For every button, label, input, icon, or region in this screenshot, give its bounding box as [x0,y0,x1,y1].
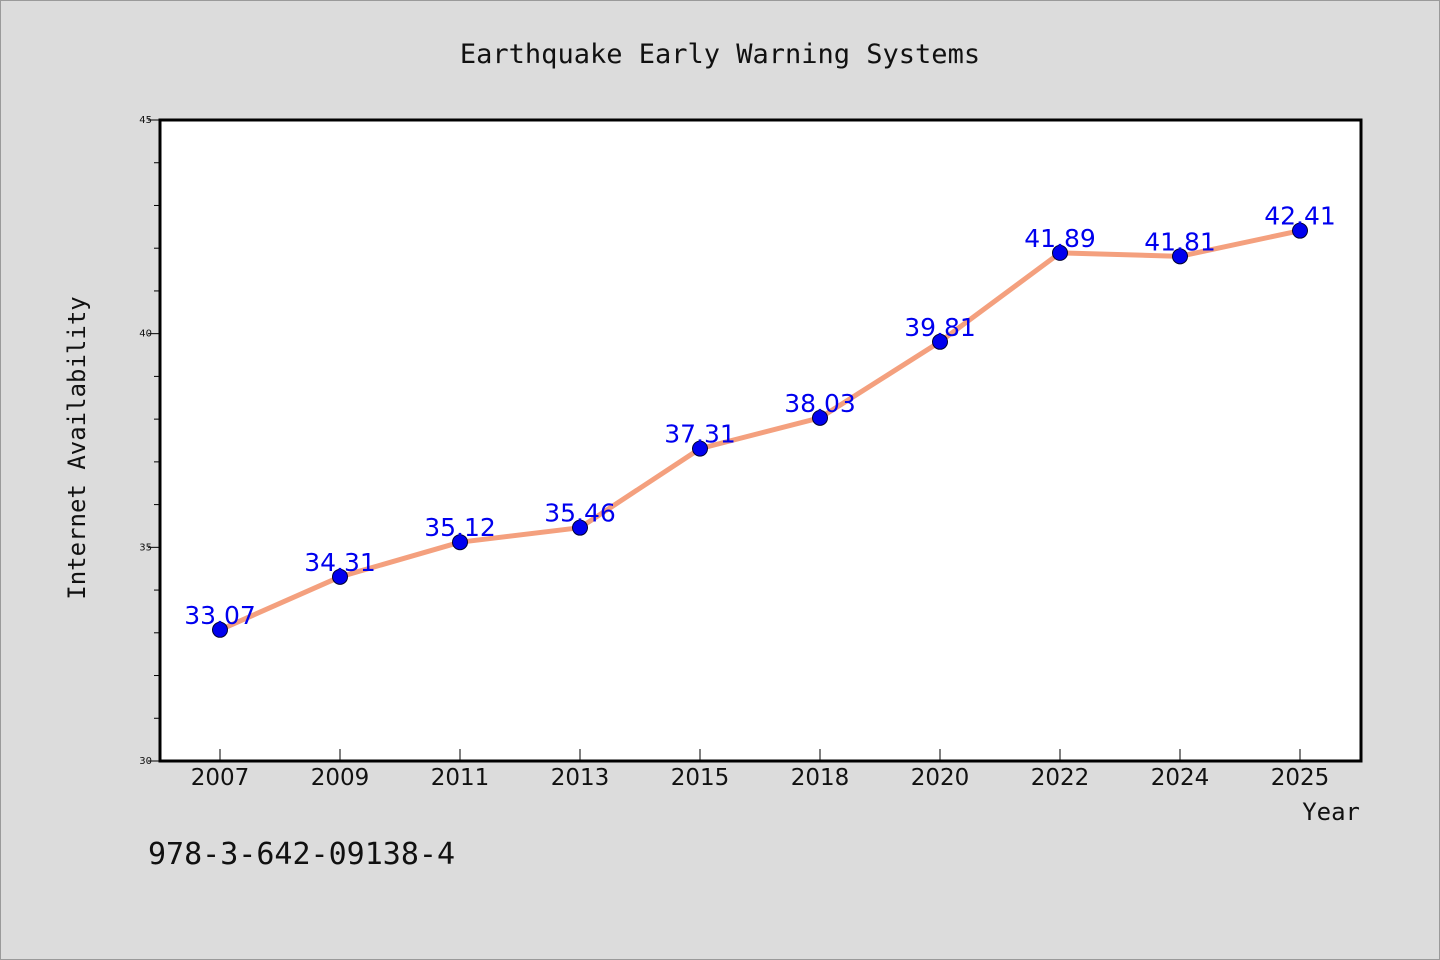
chart-title: Earthquake Early Warning Systems [460,39,980,70]
data-label: 33.07 [184,601,256,630]
plot-area [158,118,1363,763]
x-tick-label: 2007 [191,765,250,791]
data-point [332,568,348,585]
data-point [932,333,948,350]
data-label: 35.12 [424,513,496,542]
y-axis: 30 35 40 45 [139,115,160,767]
data-label: 38.03 [784,389,856,418]
data-label: 37.31 [664,420,736,449]
data-point [212,621,228,638]
data-point [452,534,468,551]
data-label: 41.81 [1144,227,1216,256]
x-tick-label: 2020 [911,765,970,791]
data-label: 42.41 [1264,202,1336,231]
y-tick-label: 35 [139,542,152,553]
x-axis: 2007 2009 2011 2013 2015 2018 2020 2022 2024 2025 [191,749,1330,791]
data-point [692,440,708,457]
y-axis-label: Internet Availability [63,296,91,599]
data-point [1292,222,1308,239]
data-label: 35.46 [544,499,616,528]
data-point [1052,244,1068,261]
x-tick-label: 2025 [1271,765,1330,791]
isbn-text: 978-3-642-09138-4 [148,837,455,872]
y-tick-label: 40 [139,329,152,340]
x-tick-label: 2013 [551,765,610,791]
data-labels: 33.07 34.31 35.12 35.46 37.31 38.03 39.81 41.89… [184,202,1336,630]
y-tick-label: 45 [139,115,152,126]
series-line [217,228,1303,633]
data-label: 41.89 [1024,224,1096,253]
data-label: 39.81 [904,313,976,342]
x-tick-label: 2015 [671,765,730,791]
x-tick-label: 2024 [1151,765,1210,791]
x-tick-label: 2011 [431,765,490,791]
x-axis-label: Year [1302,798,1360,826]
series-group [212,222,1308,638]
x-tick-label: 2022 [1031,765,1090,791]
data-label: 34.31 [304,548,376,577]
y-tick-label: 30 [139,756,152,767]
data-point [572,519,588,536]
data-point [1172,248,1188,265]
x-tick-label: 2018 [791,765,850,791]
x-tick-label: 2009 [311,765,370,791]
data-point [812,409,828,426]
